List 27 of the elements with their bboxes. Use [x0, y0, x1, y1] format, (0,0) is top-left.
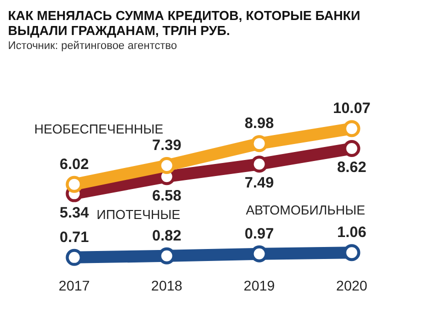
data-label: 8.98: [244, 115, 274, 132]
data-label: 0.71: [60, 229, 89, 246]
data-label: 0.97: [244, 225, 274, 242]
data-label: 6.58: [152, 187, 182, 204]
data-label: 7.39: [152, 137, 182, 154]
data-label: 10.07: [332, 100, 371, 118]
data-label: 5.34: [60, 204, 90, 222]
x-tick-label: 2018: [151, 277, 183, 294]
data-label: 7.49: [244, 174, 274, 192]
point: [158, 156, 176, 174]
data-label: 8.62: [337, 159, 366, 176]
text: Источник: рейтинговое агентство: [8, 40, 178, 52]
point: [66, 176, 83, 193]
x-tick-label: 2020: [336, 277, 368, 294]
series-label: ИПОТЕЧНЫЕ: [96, 207, 181, 222]
chart-title: КАК МЕНЯЛАСЬ СУММА КРЕДИТОВ, КОТОРЫЕ БАНКИ ВЫДАЛИ ГРАЖДАНАМ, ТРЛН РУБ.: [8, 8, 362, 38]
series-label: НЕОБЕСПЕЧЕННЫЕ: [34, 121, 164, 136]
data-label: 6.02: [60, 156, 89, 173]
text: АВТОМОБИЛЬНЫЕ: [246, 202, 366, 218]
data-label: 0.82: [152, 228, 182, 245]
x-tick-label: 2019: [244, 277, 276, 294]
point: [250, 156, 268, 173]
x-tick-label: 2017: [58, 277, 90, 294]
data-label: 1.06: [337, 224, 366, 242]
point: [343, 120, 360, 138]
point: [250, 135, 268, 152]
point: [343, 140, 360, 158]
